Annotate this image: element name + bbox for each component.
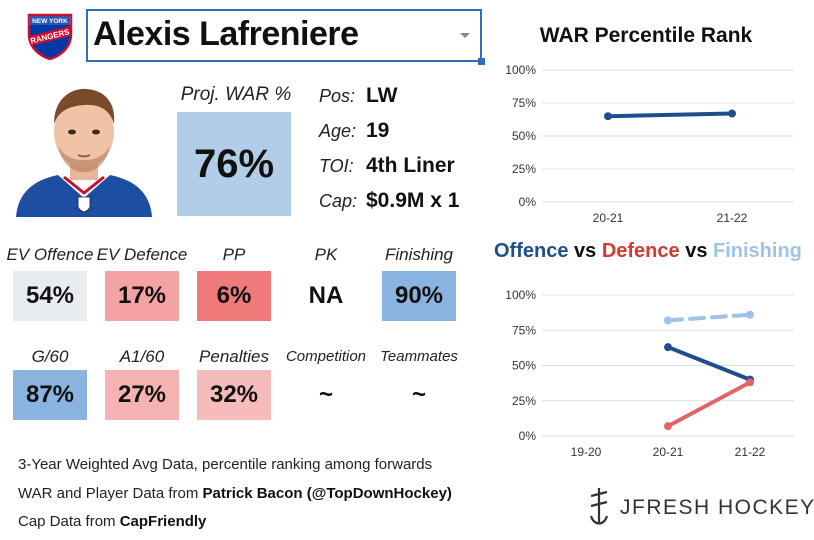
stat-label: EV Offence <box>6 245 94 264</box>
data-point <box>664 422 672 431</box>
stat-tile: 27% <box>105 370 179 420</box>
footer-source-name: CapFriendly <box>119 513 207 530</box>
stat-tile: 54% <box>13 271 87 321</box>
stat-tile: 90% <box>382 271 456 321</box>
brand-name: JFRESH HOCKEY <box>620 496 814 519</box>
data-point <box>604 112 612 121</box>
x-tick-label: 21-22 <box>735 445 766 459</box>
footer-prefix: WAR and Player Data from <box>18 485 203 502</box>
x-tick-label: 20-21 <box>653 445 684 459</box>
stat-tile: NA <box>289 271 363 321</box>
cap-value: $0.9M x 1 <box>366 189 460 212</box>
y-tick-label: 75% <box>512 323 536 337</box>
team-logo: NEW YORK RANGERS <box>27 13 73 60</box>
offence-defence-finishing-chart: 0% 25% 50% 75% 100% 19-20 20-21 21-22 <box>505 288 794 459</box>
selection-handle[interactable] <box>478 58 485 65</box>
stat-label: EV Defence <box>96 245 188 264</box>
pos-label: Pos: <box>319 86 356 106</box>
x-tick-label: 20-21 <box>593 211 624 225</box>
data-point <box>664 343 672 352</box>
stat-tile: 17% <box>105 271 179 321</box>
player-headshot <box>16 88 152 217</box>
war-chart-title: WAR Percentile Rank <box>539 24 753 47</box>
x-tick-label: 19-20 <box>571 445 602 459</box>
y-tick-label: 50% <box>512 359 536 373</box>
data-point <box>746 310 754 319</box>
series-line <box>666 312 752 323</box>
footer-note: 3-Year Weighted Avg Data, percentile ran… <box>18 456 433 473</box>
age-value: 19 <box>366 119 390 142</box>
cap-label: Cap: <box>319 191 358 211</box>
proj-war-value: 76% <box>193 141 275 186</box>
player-select[interactable]: Alexis Lafreniere <box>86 9 485 65</box>
stat-tile: 87% <box>13 370 87 420</box>
ovd-chart-title: Offence vs Defence vs Finishing <box>494 240 802 263</box>
stat-label: Teammates <box>380 348 458 365</box>
footer-war-source: WAR and Player Data from Patrick Bacon (… <box>18 485 452 502</box>
stat-label: Penalties <box>199 347 269 366</box>
pos-value: LW <box>366 84 398 107</box>
y-tick-label: 100% <box>505 288 536 302</box>
series-line <box>666 380 752 429</box>
title-defence: Defence <box>601 240 680 262</box>
y-tick-label: 25% <box>512 162 536 176</box>
y-tick-label: 50% <box>512 129 536 143</box>
footer-prefix: Cap Data from <box>18 513 120 530</box>
title-vs: vs <box>568 240 602 262</box>
proj-war-label: Proj. WAR % <box>180 84 292 105</box>
y-tick-label: 75% <box>512 96 536 110</box>
war-percentile-chart: 0% 25% 50% 75% 100% 20-21 21-22 <box>505 63 794 225</box>
toi-value: 4th Liner <box>366 154 455 177</box>
stat-label: G/60 <box>31 347 69 366</box>
logo-text-top: NEW YORK <box>32 18 68 25</box>
player-name: Alexis Lafreniere <box>93 15 359 53</box>
stat-label: A1/60 <box>119 347 165 366</box>
series-line <box>606 111 734 119</box>
title-finishing: Finishing <box>713 240 802 262</box>
x-tick-label: 21-22 <box>717 211 748 225</box>
stat-label: PP <box>222 245 246 264</box>
footer-source-name: Patrick Bacon (@TopDownHockey) <box>202 485 452 502</box>
toi-label: TOI: <box>319 156 354 176</box>
data-point <box>746 378 754 387</box>
series-line <box>666 345 752 382</box>
chevron-down-icon[interactable] <box>460 33 470 38</box>
stat-tile: 32% <box>197 370 271 420</box>
stat-tile: ~ <box>382 370 456 420</box>
data-point <box>664 316 672 325</box>
y-tick-label: 0% <box>519 429 537 443</box>
jfresh-logo-icon <box>589 488 609 525</box>
stat-label: PK <box>314 245 338 264</box>
data-point <box>728 109 736 118</box>
y-tick-label: 0% <box>519 195 537 209</box>
title-vs: vs <box>679 240 713 262</box>
title-offence: Offence <box>494 240 569 262</box>
y-tick-label: 25% <box>512 394 536 408</box>
y-tick-label: 100% <box>505 63 536 77</box>
brand-mark: JFRESH HOCKEY <box>584 486 814 530</box>
stat-label: Finishing <box>384 245 454 264</box>
stat-tile: ~ <box>289 370 363 420</box>
age-label: Age: <box>319 121 357 141</box>
stat-tile: 6% <box>197 271 271 321</box>
stat-label: Competition <box>285 348 367 365</box>
footer-cap-source: Cap Data from CapFriendly <box>18 513 206 530</box>
proj-war-tile: 76% <box>177 112 291 216</box>
